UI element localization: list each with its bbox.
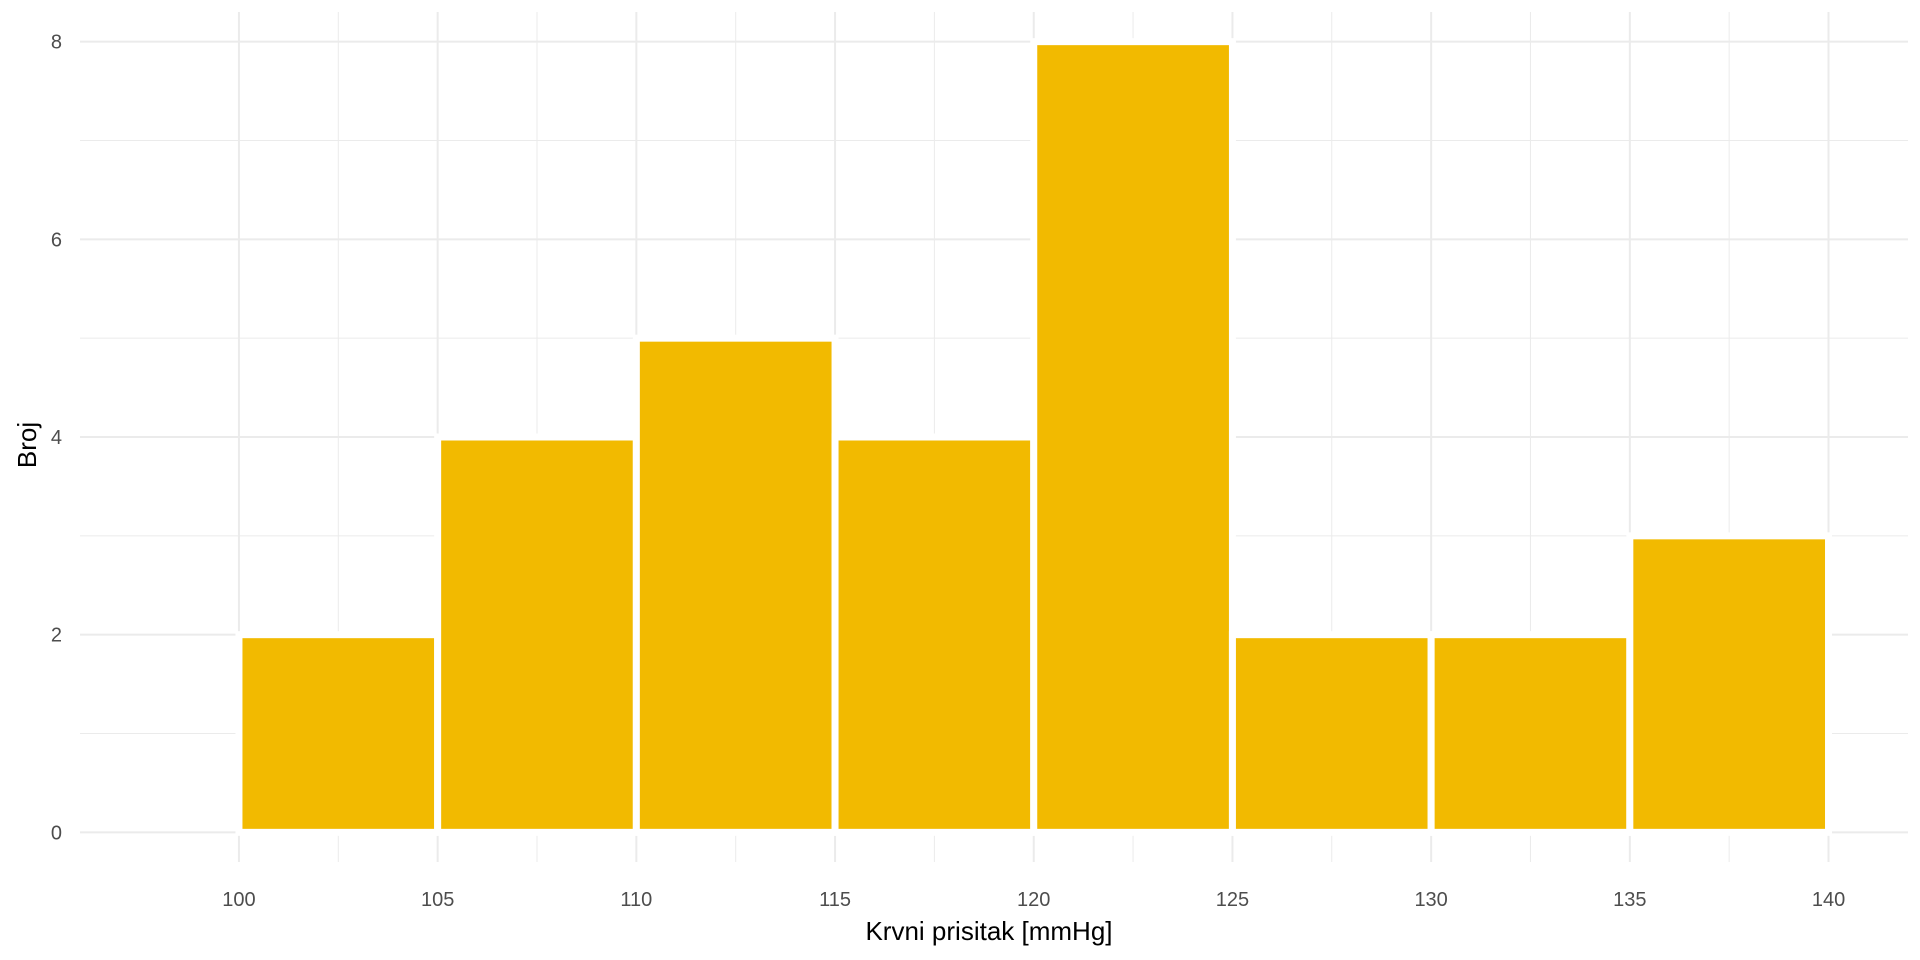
x-tick-label: 120 — [1017, 889, 1050, 911]
x-tick-label: 105 — [421, 889, 454, 911]
x-axis-title: Krvni prisitak [mmHg] — [865, 916, 1112, 946]
histogram-bar — [632, 334, 839, 836]
x-tick-label: 110 — [620, 889, 652, 911]
x-tick-label: 135 — [1613, 889, 1646, 911]
y-tick-label: 8 — [51, 32, 62, 54]
y-tick-label: 4 — [51, 427, 62, 449]
histogram-bar — [235, 631, 442, 836]
histogram-bar — [1626, 532, 1833, 836]
y-tick-label: 0 — [51, 822, 62, 844]
bar-layer — [235, 38, 1833, 836]
x-tick-label: 115 — [819, 889, 851, 911]
histogram-bar — [434, 433, 640, 836]
histogram-bar — [831, 433, 1038, 836]
x-tick-label: 100 — [222, 889, 255, 911]
histogram-bar — [1228, 631, 1435, 836]
histogram-bar — [1427, 631, 1634, 836]
x-tick-label: 130 — [1414, 889, 1447, 911]
tick-label-layer: 100 105 110 115 120 125 130 135 140 0 2 4 6 8 — [51, 32, 1845, 911]
y-tick-label: 2 — [51, 625, 62, 647]
y-axis-title: Broj — [12, 422, 42, 468]
x-tick-label: 140 — [1812, 889, 1845, 911]
y-tick-label: 6 — [51, 229, 62, 251]
histogram-bar — [1030, 38, 1236, 836]
x-tick-label: 125 — [1216, 889, 1249, 911]
